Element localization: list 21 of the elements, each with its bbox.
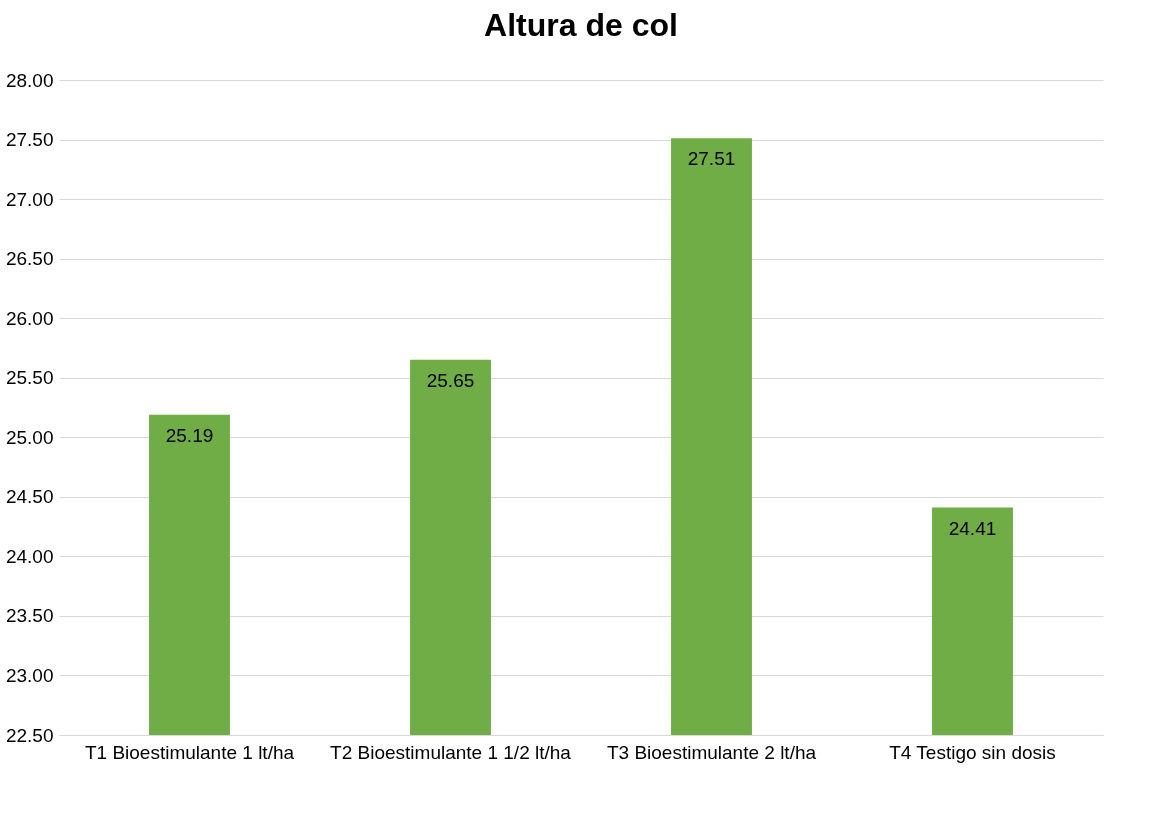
x-tick-label: T2 Bioestimulante 1 1/2 lt/ha bbox=[330, 741, 572, 763]
y-tick-label: 27.00 bbox=[5, 188, 54, 210]
y-tick-label: 22.50 bbox=[5, 724, 54, 746]
data-label: 25.65 bbox=[426, 369, 475, 391]
y-tick-label: 23.50 bbox=[5, 605, 54, 627]
y-tick-label: 24.50 bbox=[5, 486, 54, 508]
y-tick-label: 27.50 bbox=[5, 129, 54, 151]
y-tick-label: 26.50 bbox=[5, 248, 54, 270]
data-label: 27.51 bbox=[687, 148, 736, 170]
x-tick-label: T1 Bioestimulante 1 lt/ha bbox=[84, 741, 295, 763]
y-tick-label: 26.00 bbox=[5, 307, 54, 329]
data-label: 25.19 bbox=[165, 424, 214, 446]
y-tick-label: 25.00 bbox=[5, 426, 54, 448]
chart-title: Altura de col bbox=[484, 7, 678, 43]
y-tick-label: 28.00 bbox=[5, 69, 54, 91]
x-tick-label: T3 Bioestimulante 2 lt/ha bbox=[606, 741, 817, 763]
data-label: 24.41 bbox=[948, 517, 997, 539]
y-tick-label: 23.00 bbox=[5, 664, 54, 686]
x-tick-label: T4 Testigo sin dosis bbox=[889, 741, 1056, 763]
y-tick-label: 25.50 bbox=[5, 367, 54, 389]
y-tick-label: 24.00 bbox=[5, 545, 54, 567]
